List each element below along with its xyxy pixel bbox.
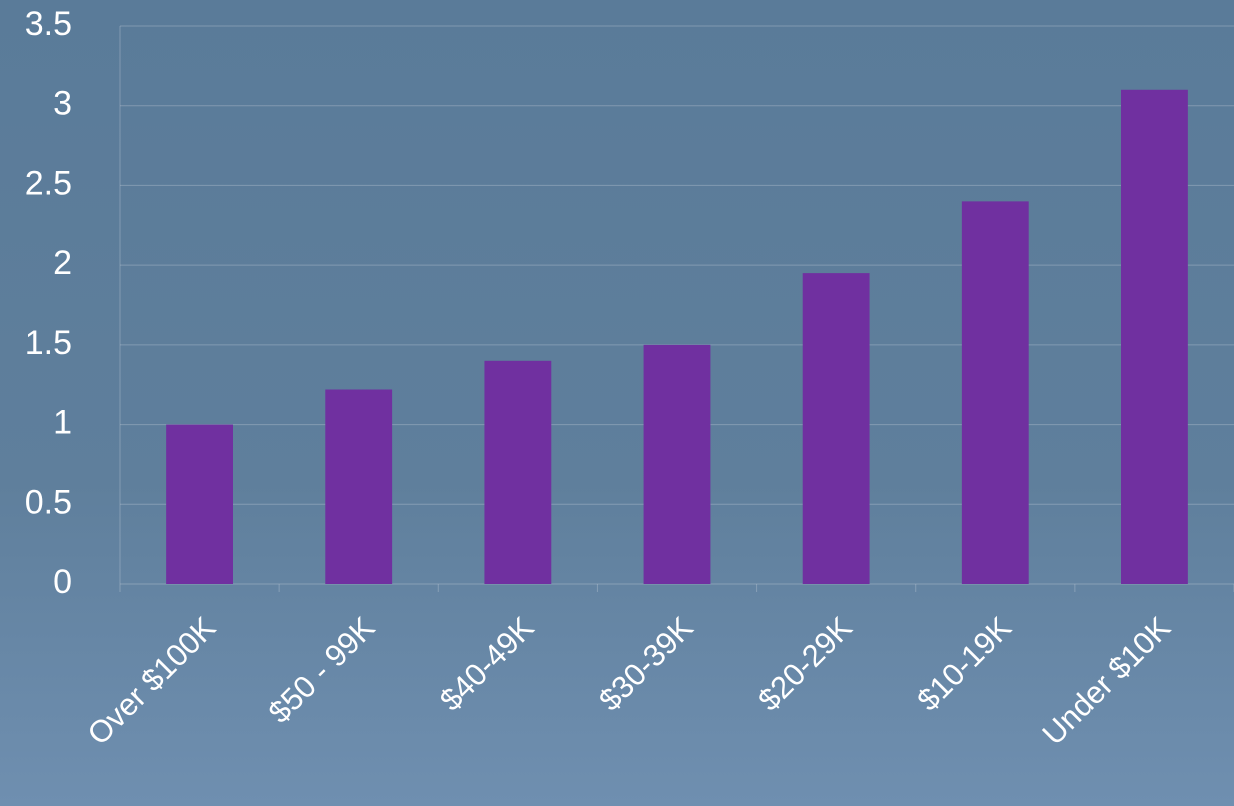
bar <box>484 360 552 584</box>
y-tick-label: 2 <box>53 244 72 282</box>
bar <box>961 201 1029 584</box>
y-tick-label: 3.5 <box>25 5 72 43</box>
y-tick-label: 0 <box>53 563 72 601</box>
y-tick-label: 2.5 <box>25 164 72 202</box>
y-tick-label: 1 <box>53 404 72 442</box>
bar <box>166 424 233 584</box>
y-tick-label: 1.5 <box>25 324 72 362</box>
y-tick-label: 3 <box>53 85 72 123</box>
y-tick-label: 0.5 <box>25 483 72 521</box>
bar <box>325 389 393 584</box>
bar <box>1121 89 1188 585</box>
bar <box>643 344 711 584</box>
bar <box>802 273 870 584</box>
